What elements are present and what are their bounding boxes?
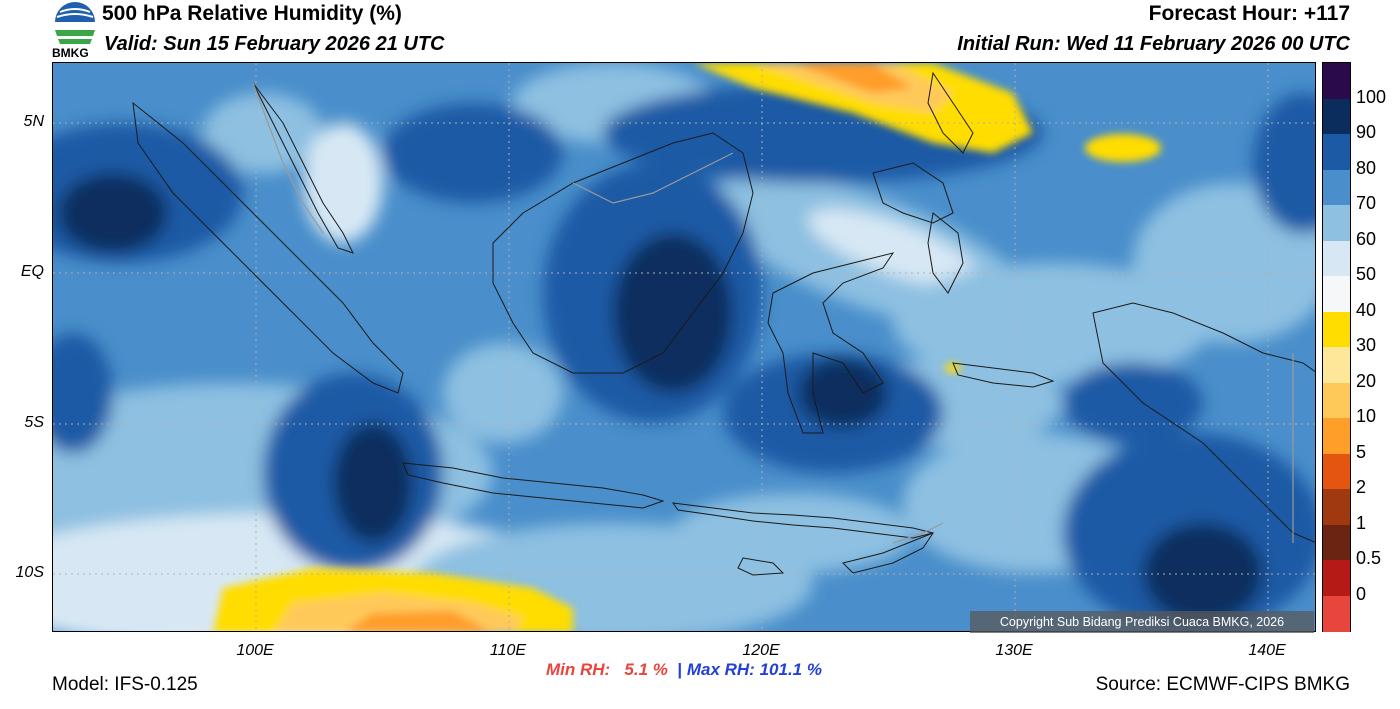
valid-time: Valid: Sun 15 February 2026 21 UTC: [104, 33, 445, 55]
lon-label: 110E: [489, 642, 527, 659]
malay-peninsula-coast: [252, 82, 354, 254]
colorbar-label: 10: [1356, 406, 1377, 426]
colorbar-segment: [1323, 276, 1350, 312]
mindanao-coast: [872, 162, 954, 224]
lon-label: 140E: [1248, 642, 1286, 659]
sumatra-coast: [132, 101, 404, 394]
forecast-hour: Forecast Hour: +117: [1148, 2, 1350, 25]
max-rh-value: 101.1 %: [759, 660, 822, 679]
colorbar-label: 20: [1356, 370, 1377, 391]
colorbar-segment: [1323, 134, 1350, 170]
colorbar-label: 30: [1356, 335, 1377, 355]
bmkg-logo-emblem: [55, 2, 95, 44]
lat-label: EQ: [20, 263, 44, 280]
max-rh: Max RH: 101.1 %: [687, 660, 822, 679]
min-rh: Min RH: 5.1 %: [546, 660, 668, 679]
colorbar-segment: [1323, 418, 1350, 454]
maluku-coast: [927, 212, 964, 294]
colorbar: [1322, 62, 1351, 632]
min-rh-label: Min RH:: [546, 660, 611, 679]
dry-zones: [213, 63, 1161, 631]
seram-coast: [952, 362, 1055, 388]
philippines-coast: [927, 71, 974, 154]
colorbar-label: 40: [1356, 299, 1377, 320]
rh-stats: Min RH: 5.1 % | Max RH: 101.1 %: [546, 660, 822, 680]
bmkg-logo: BMKG: [50, 0, 100, 62]
colorbar-segment: [1323, 489, 1350, 525]
nusa-tenggara-coast: [671, 502, 934, 539]
data-source: Source: ECMWF-CIPS BMKG: [1095, 674, 1350, 695]
colorbar-segment: [1323, 347, 1350, 383]
colorbar-label: 70: [1356, 193, 1377, 213]
lat-label: 5N: [23, 113, 44, 130]
country-borders: [252, 82, 1294, 544]
initial-run: Initial Run: Wed 11 February 2026 00 UTC: [957, 33, 1350, 55]
colorbar-segment: [1323, 453, 1350, 490]
colorbar-label: 0.5: [1356, 548, 1382, 568]
colorbar-segment: [1323, 169, 1350, 206]
colorbar-label: 60: [1356, 228, 1377, 249]
colorbar-segment: [1323, 595, 1350, 632]
colorbar-segment: [1323, 63, 1350, 99]
colorbar-segment: [1323, 205, 1350, 241]
stats-separator: |: [677, 660, 683, 679]
lat-label: 10S: [15, 564, 44, 581]
colorbar-segment: [1323, 382, 1350, 419]
colorbar-segment: [1323, 98, 1350, 135]
colorbar-label: 80: [1356, 157, 1377, 178]
colorbar-label: 100: [1356, 86, 1387, 107]
colorbar-label: 90: [1356, 122, 1377, 142]
colorbar-segment: [1323, 524, 1350, 561]
colorbar-segment: [1323, 311, 1350, 348]
chart-title: 500 hPa Relative Humidity (%): [102, 2, 402, 25]
colorbar-label: 50: [1356, 264, 1377, 284]
timor-coast: [842, 531, 935, 574]
colorbar-segment: [1323, 240, 1350, 277]
borneo-coast: [492, 132, 754, 374]
humidity-map: [52, 62, 1316, 632]
map-canvas: [53, 63, 1315, 631]
colorbar-label: 1: [1356, 512, 1367, 533]
colorbar-segment: [1323, 560, 1350, 596]
map-gridlines: [53, 63, 1315, 631]
colorbar-label: 2: [1356, 477, 1367, 497]
lon-label: 130E: [995, 642, 1033, 659]
java-coast: [402, 462, 665, 509]
max-rh-label: Max RH:: [686, 660, 755, 679]
min-rh-value: 5.1 %: [624, 660, 668, 679]
lon-label: 120E: [742, 642, 780, 659]
lat-label: 5S: [24, 414, 44, 431]
colorbar-label: 0: [1356, 583, 1367, 604]
sumba-coast: [737, 557, 785, 576]
model-name: Model: IFS-0.125: [52, 674, 198, 695]
copyright-notice: Copyright Sub Bidang Prediksi Cuaca BMKG…: [970, 611, 1314, 633]
sulawesi-coast: [767, 252, 895, 434]
colorbar-label: 5: [1356, 441, 1367, 462]
lon-label: 100E: [236, 642, 274, 659]
logo-text: BMKG: [52, 46, 89, 60]
